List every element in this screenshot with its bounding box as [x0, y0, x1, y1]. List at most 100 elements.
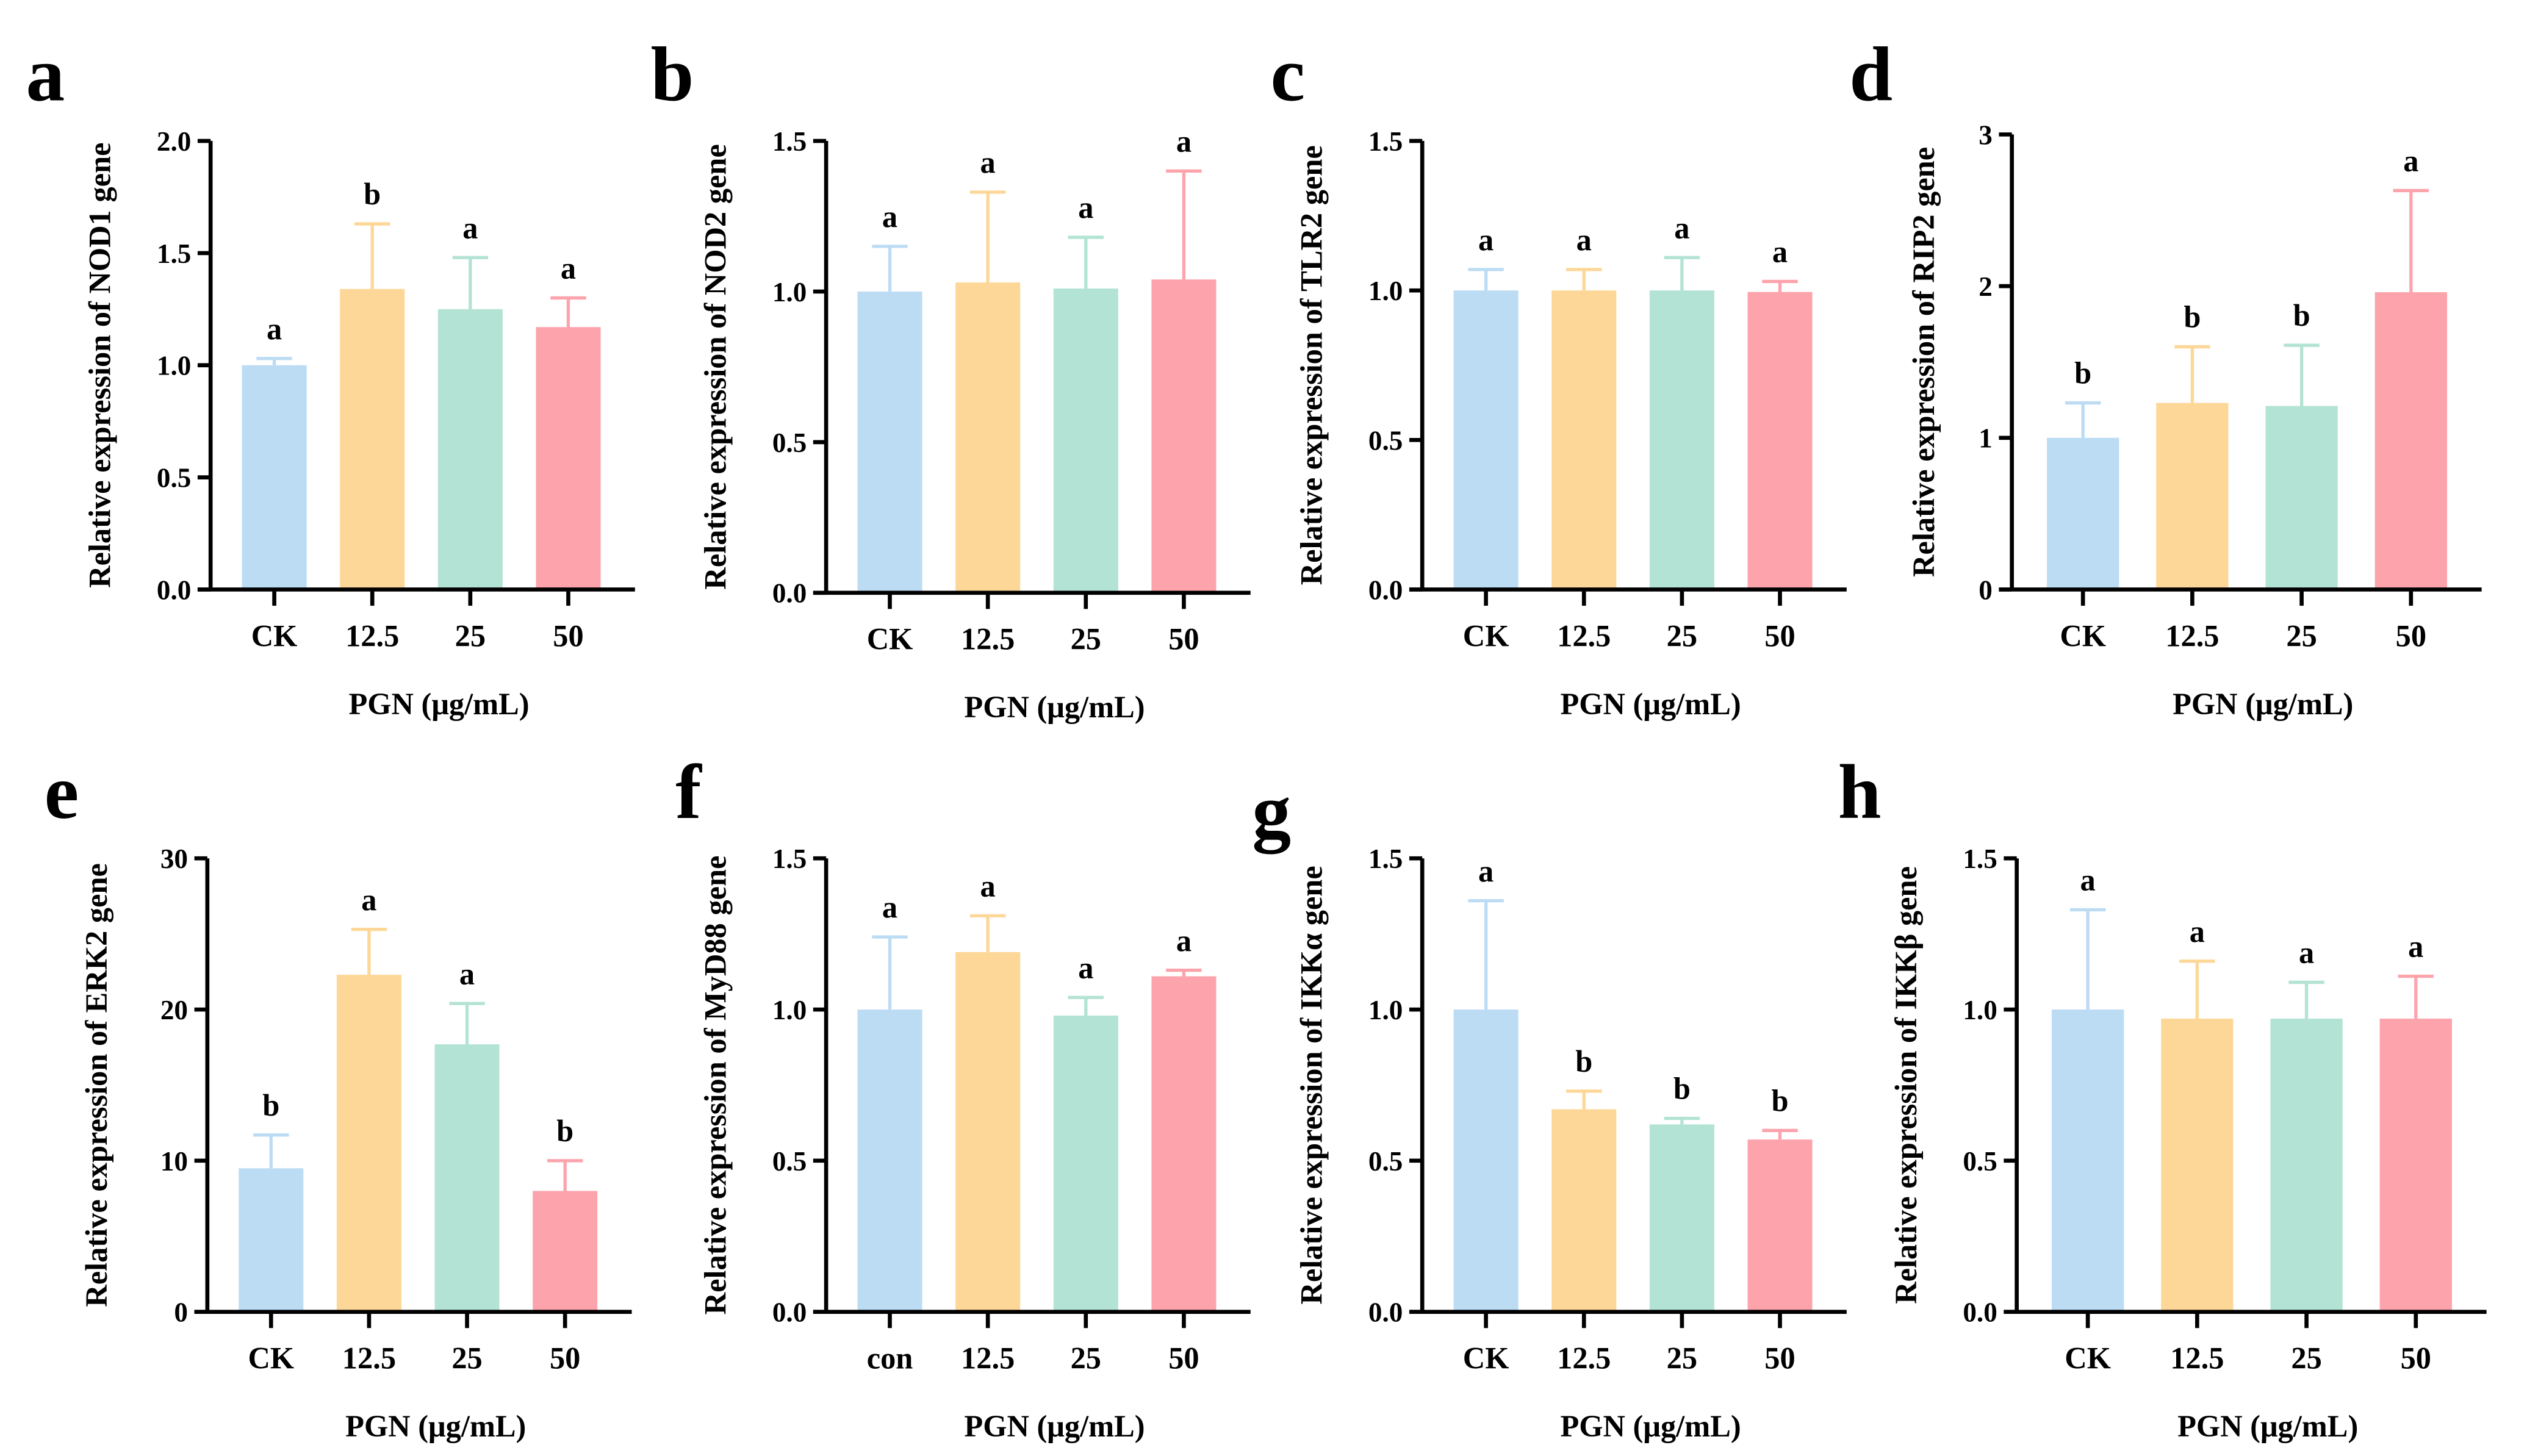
x-tick-label: 25: [1667, 1341, 1697, 1375]
x-axis-label: PGN (μg/mL): [1560, 687, 1741, 721]
panel-e: e b CK a 12.5 a 25 b 50 0 10 20 30 Relative expressio…: [45, 748, 632, 1443]
y-tick-label: 1.0: [1368, 276, 1403, 306]
y-axis-label: Relative expression of IKKβ gene: [1889, 866, 1923, 1304]
bar-con: [857, 1010, 922, 1312]
panel-b: b a CK a 12.5 a 25 a 50 0.0 0.5 1.0 1.5 Relative expr…: [650, 31, 1251, 724]
significance-letter: b: [364, 177, 381, 211]
x-tick-label: CK: [1463, 1341, 1509, 1375]
y-tick-label: 1: [1979, 423, 1993, 454]
y-tick-label: 0.5: [772, 1146, 807, 1177]
bar-12.5: [1551, 1109, 1617, 1312]
y-axis-label: Relative expression of MyD88 gene: [698, 856, 732, 1315]
significance-letter: b: [1575, 1044, 1592, 1078]
bar-CK: [242, 365, 307, 590]
x-tick-label: CK: [867, 622, 913, 656]
y-tick-label: 20: [160, 995, 188, 1025]
x-tick-label: 50: [1764, 619, 1795, 653]
x-tick-label: CK: [251, 619, 298, 653]
x-tick-label: 50: [550, 1341, 580, 1375]
panel-h: h a CK a 12.5 a 25 a 50 0.0 0.5 1.0 1.5 Relative expr…: [1838, 748, 2487, 1443]
bar-50: [533, 1191, 598, 1312]
significance-letter: a: [1176, 923, 1192, 958]
significance-letter: a: [267, 312, 282, 346]
significance-letter: a: [882, 890, 897, 924]
significance-letter: a: [1576, 223, 1592, 257]
significance-letter: b: [2184, 300, 2201, 334]
x-tick-label: CK: [2060, 619, 2106, 653]
significance-letter: a: [2080, 863, 2096, 897]
y-tick-label: 1.5: [1368, 844, 1403, 874]
significance-letter: a: [2408, 930, 2423, 964]
bar-25: [1649, 1124, 1714, 1312]
x-tick-label: 50: [2401, 1341, 2431, 1375]
y-tick-label: 0.0: [772, 1297, 807, 1328]
x-tick-label: CK: [1463, 619, 1509, 653]
panel-letter: b: [650, 31, 694, 118]
bar-12.5: [336, 975, 401, 1312]
significance-letter: a: [882, 199, 897, 234]
significance-letter: a: [462, 210, 478, 245]
y-tick-label: 1.5: [1963, 844, 1997, 874]
panel-letter: h: [1838, 748, 1882, 835]
x-tick-label: 12.5: [1557, 1341, 1611, 1375]
x-tick-label: 12.5: [2170, 1341, 2224, 1375]
bar-12.5: [2156, 403, 2229, 590]
significance-letter: a: [2299, 936, 2314, 970]
bar-50: [1151, 976, 1217, 1312]
y-tick-label: 0: [1979, 575, 1993, 605]
panel-letter: a: [26, 31, 65, 118]
x-axis-label: PGN (μg/mL): [2177, 1409, 2358, 1443]
significance-letter: a: [561, 251, 576, 285]
significance-letter: a: [1078, 190, 1093, 224]
x-tick-label: 25: [1071, 1341, 1101, 1375]
x-tick-label: 12.5: [1557, 619, 1611, 653]
bar-50: [1747, 292, 1813, 590]
bar-12.5: [1551, 290, 1617, 590]
panel-g: g a CK b 12.5 b 25 b 50 0.0 0.5 1.0 1.5 Relative expr…: [1252, 768, 1847, 1443]
y-tick-label: 0.0: [1368, 1297, 1403, 1328]
x-tick-label: 25: [451, 1341, 482, 1375]
x-tick-label: 25: [2291, 1341, 2321, 1375]
y-tick-label: 0.5: [157, 463, 191, 493]
bar-25: [1053, 289, 1118, 593]
x-tick-label: 25: [1071, 622, 1101, 656]
x-tick-label: 12.5: [342, 1341, 396, 1375]
bar-50: [536, 327, 601, 590]
bar-12.5: [2161, 1018, 2234, 1312]
significance-letter: a: [1078, 950, 1093, 984]
bar-CK: [1453, 290, 1519, 590]
panel-d: d b CK b 12.5 b 25 a 50 0 1 2 3 Relative expression o…: [1849, 31, 2482, 721]
y-tick-label: 1.0: [1368, 995, 1403, 1025]
y-tick-label: 30: [160, 844, 188, 874]
y-tick-label: 0: [174, 1297, 188, 1328]
significance-letter: a: [459, 956, 475, 991]
x-tick-label: 50: [2396, 619, 2426, 653]
y-tick-label: 1.0: [772, 995, 807, 1025]
y-axis-label: Relative expression of IKKα gene: [1295, 866, 1329, 1304]
significance-letter: a: [1772, 235, 1788, 269]
bar-12.5: [955, 282, 1021, 593]
y-axis-label: Relative expression of NOD2 gene: [698, 144, 732, 589]
bar-CK: [2047, 437, 2119, 590]
panel-letter: c: [1271, 31, 1306, 118]
bar-25: [2270, 1018, 2343, 1312]
x-tick-label: 50: [1764, 1341, 1795, 1375]
x-axis-label: PGN (μg/mL): [964, 1409, 1145, 1443]
significance-letter: a: [361, 883, 376, 917]
y-tick-label: 1.0: [1963, 995, 1997, 1025]
panel-letter: e: [45, 748, 79, 835]
bar-CK: [2051, 1010, 2124, 1312]
x-tick-label: CK: [2065, 1341, 2111, 1375]
x-tick-label: 50: [553, 619, 583, 653]
panel-c: c a CK a 12.5 a 25 a 50 0.0 0.5 1.0 1.5 Relative expr…: [1271, 31, 1847, 721]
significance-letter: a: [980, 145, 996, 179]
x-tick-label: 25: [455, 619, 486, 653]
y-axis-label: Relative expression of RIP2 gene: [1907, 147, 1941, 577]
x-tick-label: con: [867, 1341, 913, 1375]
bar-50: [1747, 1139, 1813, 1312]
significance-letter: a: [1176, 124, 1192, 159]
y-tick-label: 0.0: [157, 575, 191, 605]
significance-letter: b: [262, 1088, 279, 1122]
bar-50: [2374, 292, 2447, 590]
y-tick-label: 1.5: [157, 238, 191, 269]
